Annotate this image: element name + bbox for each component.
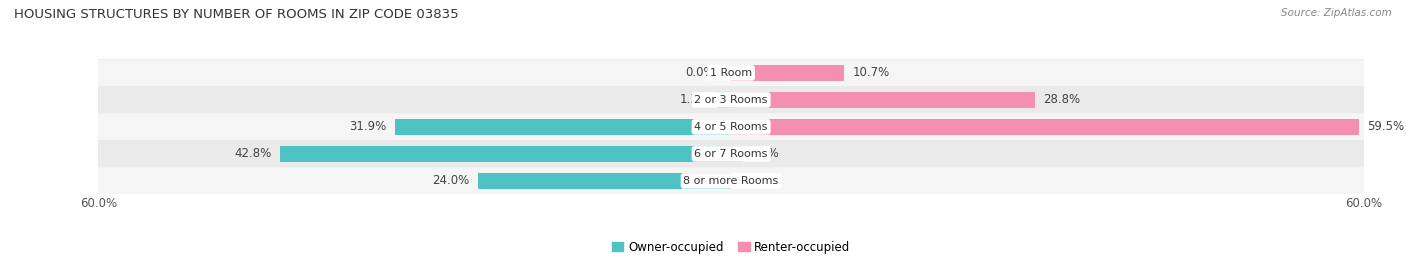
Text: 24.0%: 24.0% [433, 174, 470, 187]
Bar [717, 92, 731, 108]
Text: 4 or 5 Rooms: 4 or 5 Rooms [695, 122, 768, 132]
Text: 1 Room: 1 Room [710, 68, 752, 78]
FancyBboxPatch shape [91, 59, 1369, 87]
Text: 6 or 7 Rooms: 6 or 7 Rooms [695, 149, 768, 159]
Legend: Owner-occupied, Renter-occupied: Owner-occupied, Renter-occupied [607, 236, 855, 259]
Text: 0.0%: 0.0% [686, 66, 716, 79]
Bar [478, 173, 731, 189]
Bar [731, 119, 1358, 135]
FancyBboxPatch shape [91, 113, 1369, 141]
Text: 1.0%: 1.0% [751, 147, 780, 160]
Text: HOUSING STRUCTURES BY NUMBER OF ROOMS IN ZIP CODE 03835: HOUSING STRUCTURES BY NUMBER OF ROOMS IN… [14, 8, 458, 21]
FancyBboxPatch shape [91, 140, 1369, 168]
Text: 28.8%: 28.8% [1043, 93, 1080, 106]
Text: 10.7%: 10.7% [852, 66, 890, 79]
Bar [731, 146, 742, 162]
FancyBboxPatch shape [91, 167, 1369, 195]
Text: 42.8%: 42.8% [235, 147, 271, 160]
Bar [731, 65, 844, 81]
Text: 59.5%: 59.5% [1367, 120, 1405, 133]
Bar [731, 92, 1035, 108]
FancyBboxPatch shape [91, 59, 1369, 87]
Bar [280, 146, 731, 162]
Text: 0.0%: 0.0% [747, 174, 776, 187]
FancyBboxPatch shape [91, 113, 1369, 141]
FancyBboxPatch shape [91, 86, 1369, 114]
Text: 2 or 3 Rooms: 2 or 3 Rooms [695, 95, 768, 105]
Bar [395, 119, 731, 135]
Text: 8 or more Rooms: 8 or more Rooms [683, 176, 779, 186]
Text: 1.3%: 1.3% [679, 93, 709, 106]
Text: Source: ZipAtlas.com: Source: ZipAtlas.com [1281, 8, 1392, 18]
FancyBboxPatch shape [91, 140, 1369, 168]
FancyBboxPatch shape [91, 86, 1369, 114]
FancyBboxPatch shape [91, 167, 1369, 195]
Text: 31.9%: 31.9% [349, 120, 387, 133]
